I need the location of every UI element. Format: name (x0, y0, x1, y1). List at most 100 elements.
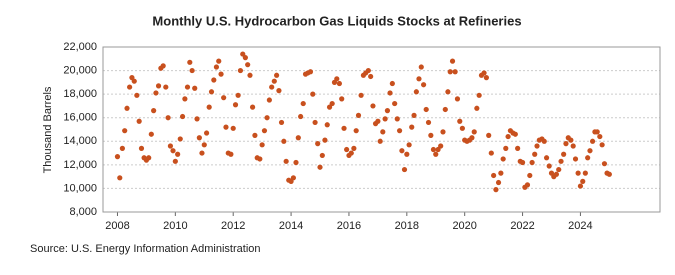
data-point (146, 155, 152, 161)
y-tick-label: 12,000 (63, 159, 97, 171)
data-point (532, 151, 538, 157)
data-point (155, 83, 162, 89)
data-point (182, 96, 188, 102)
data-point (498, 170, 504, 176)
data-point (172, 158, 178, 164)
data-point (117, 175, 123, 181)
data-point (568, 137, 574, 143)
data-point (124, 105, 130, 111)
data-point (401, 166, 408, 173)
data-point (249, 104, 256, 110)
data-point (585, 155, 591, 161)
data-point (411, 112, 417, 118)
data-point (119, 145, 125, 151)
data-point (406, 142, 412, 148)
y-axis-label: Thousand Barrels (42, 86, 54, 173)
data-point (382, 116, 388, 122)
data-point (365, 67, 371, 74)
data-point (409, 124, 415, 130)
data-point (512, 131, 518, 137)
data-point (452, 69, 458, 75)
data-point (392, 100, 398, 107)
plot-frame (102, 46, 661, 213)
source-note: Source: U.S. Energy Information Administ… (30, 243, 261, 255)
data-point (196, 135, 202, 141)
data-point (163, 84, 169, 90)
data-point (151, 108, 157, 114)
data-point (230, 125, 236, 131)
data-point (488, 150, 494, 156)
data-point (440, 129, 446, 135)
data-point (476, 92, 482, 98)
data-point (247, 72, 253, 78)
data-point (170, 148, 176, 154)
data-point (221, 95, 227, 101)
y-tick-label: 20,000 (63, 64, 97, 76)
data-point (582, 170, 588, 176)
data-point (368, 73, 374, 80)
data-point (380, 129, 386, 135)
data-point (232, 102, 239, 108)
x-tick-label: 2010 (163, 220, 187, 232)
data-point (370, 103, 376, 109)
data-point (442, 106, 448, 113)
data-point (179, 113, 186, 120)
chart-title: Monthly U.S. Hydrocarbon Gas Liquids Sto… (152, 13, 521, 28)
data-point (341, 125, 347, 131)
data-point (218, 71, 224, 77)
data-point (546, 163, 552, 169)
x-tick-label: 2020 (452, 220, 476, 232)
data-point (355, 112, 362, 118)
data-point (457, 118, 463, 124)
x-tick-label: 2018 (395, 220, 419, 232)
data-point (187, 59, 193, 65)
data-point (606, 171, 612, 177)
data-point (433, 151, 439, 157)
data-point (587, 148, 593, 154)
data-point (529, 159, 535, 166)
data-point (589, 138, 596, 144)
data-point (283, 158, 289, 164)
data-point (206, 104, 212, 110)
data-point (298, 113, 304, 120)
data-point (493, 187, 499, 193)
data-point (553, 171, 560, 177)
data-point (148, 131, 154, 137)
data-point (527, 172, 533, 179)
data-point (114, 154, 121, 160)
data-point (165, 115, 171, 121)
data-point (358, 92, 364, 98)
data-point (519, 159, 526, 166)
data-point (307, 69, 314, 75)
data-point (445, 89, 451, 95)
data-point (175, 151, 181, 157)
y-tick-label: 10,000 (63, 182, 97, 194)
data-point (543, 155, 550, 161)
data-point (481, 70, 487, 76)
data-point (351, 145, 357, 151)
data-point (447, 69, 453, 75)
data-point (257, 156, 263, 162)
data-point (428, 132, 434, 138)
data-point (495, 179, 502, 186)
data-point (281, 138, 287, 144)
data-point (503, 145, 509, 151)
data-point (259, 142, 265, 148)
data-point (261, 128, 268, 134)
data-point (276, 88, 282, 94)
data-point (416, 76, 422, 82)
y-tick-label: 14,000 (63, 135, 97, 147)
x-tick-label: 2012 (221, 220, 245, 232)
data-point (269, 84, 275, 90)
data-point (278, 119, 285, 126)
data-point (271, 78, 277, 84)
data-point (500, 156, 506, 162)
data-point (127, 84, 133, 90)
data-point (334, 76, 340, 82)
data-point (167, 143, 174, 149)
x-tick-label: 2014 (279, 220, 303, 232)
data-point (377, 138, 383, 144)
data-point (387, 90, 393, 96)
data-point (208, 89, 215, 95)
